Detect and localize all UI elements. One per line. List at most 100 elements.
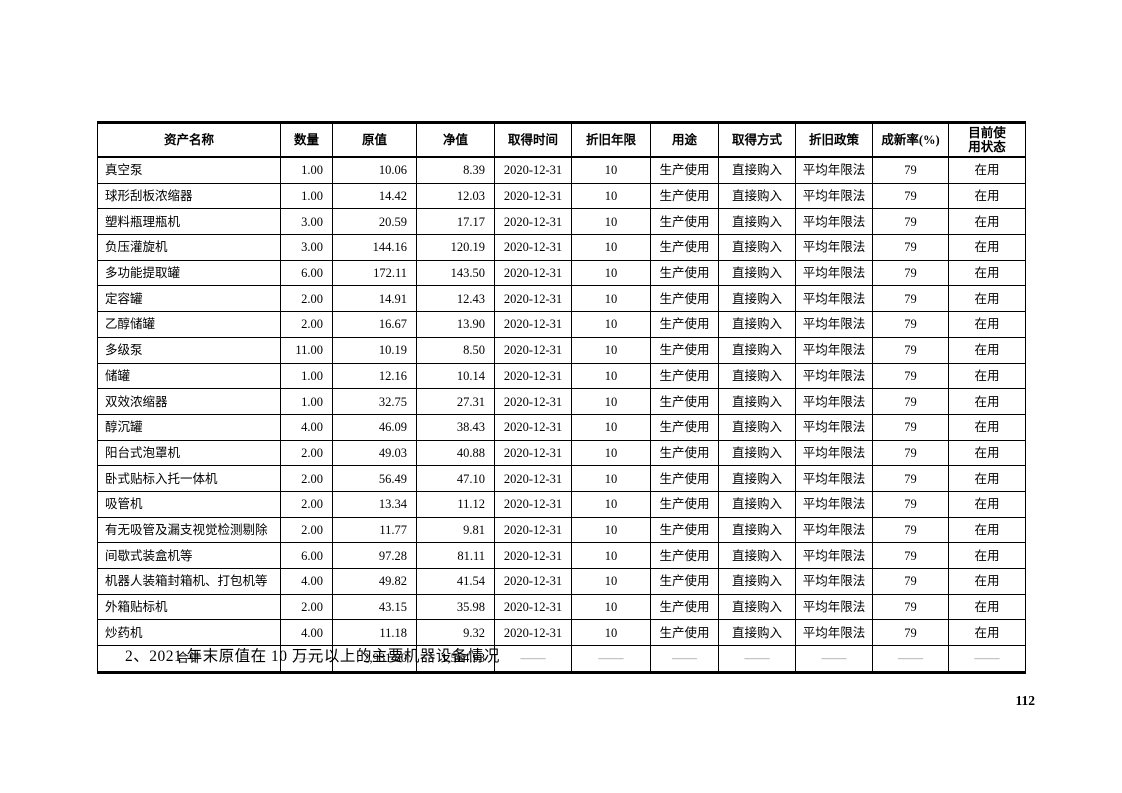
table-row: 有无吸管及漏支视觉检测剔除 2.00 11.77 9.81 2020-12-31 10 生产…: [97, 516, 1026, 544]
table-cell: 真空泵: [97, 156, 281, 184]
table-cell: 直接购入: [718, 182, 796, 210]
table-cell: 2.00: [280, 311, 333, 338]
table-cell: 6.00: [280, 542, 333, 569]
table-cell: 直接购入: [718, 311, 796, 338]
table-row: 球形刮板浓缩器 1.00 14.42 12.03 2020-12-31 10 生产使用 直接购…: [97, 182, 1026, 210]
table-cell: 79: [872, 156, 949, 184]
table-cell: 2020-12-31: [494, 234, 572, 261]
column-header: 用途: [650, 122, 719, 158]
table-row: 炒药机 4.00 11.18 9.32 2020-12-31 10 生产使用 直接购入 平均年限…: [97, 619, 1026, 647]
table-cell: 14.91: [332, 285, 417, 313]
table-cell: 16.67: [332, 311, 417, 338]
table-cell: 在用: [948, 336, 1026, 364]
table-cell: 11.77: [332, 516, 417, 544]
column-header: 折旧年限: [571, 122, 651, 158]
table-cell: 在用: [948, 388, 1026, 415]
table-cell: 生产使用: [650, 516, 719, 544]
table-cell: 27.31: [416, 388, 495, 415]
table-cell: 11.00: [280, 336, 333, 364]
table-cell: 平均年限法: [795, 490, 873, 518]
table-cell: 8.39: [416, 156, 495, 184]
table-cell: 79: [872, 311, 949, 338]
table-cell: 炒药机: [97, 619, 281, 647]
table-cell: 生产使用: [650, 542, 719, 569]
table-cell: 生产使用: [650, 388, 719, 415]
table-row: 真空泵 1.00 10.06 8.39 2020-12-31 10 生产使用 直接购入 平均年限…: [97, 156, 1026, 184]
table-cell: 4.00: [280, 619, 333, 647]
table-cell: 10: [571, 336, 651, 364]
table-cell: 10.19: [332, 336, 417, 364]
table-cell: 13.90: [416, 311, 495, 338]
table-cell: 2.00: [280, 465, 333, 492]
table-row: 双效浓缩器 1.00 32.75 27.31 2020-12-31 10 生产使用 直接购入平…: [97, 388, 1026, 415]
table-cell: 直接购入: [718, 362, 796, 390]
table-cell: 10: [571, 439, 651, 467]
table-cell: 1.00: [280, 362, 333, 390]
table-cell: 平均年限法: [795, 362, 873, 390]
table-header-row: 资产名称 数量 原值 净值 取得时间 折旧年限 用途 取得方式 折旧政策 成新率(%) 目前使用状态: [97, 122, 1026, 158]
table-cell: 直接购入: [718, 516, 796, 544]
total-row: 合计 —— 2,931.80 1,564.93 —— —— —— —— —— —— ——: [97, 645, 1026, 673]
table-cell: 合计: [97, 645, 281, 673]
table-cell: 生产使用: [650, 156, 719, 184]
table-cell: 2020-12-31: [494, 465, 572, 492]
table-cell: 10: [571, 568, 651, 595]
table-cell: 平均年限法: [795, 182, 873, 210]
table-cell: 平均年限法: [795, 336, 873, 364]
table-cell: 2020-12-31: [494, 285, 572, 313]
table-cell: 醇沉罐: [97, 413, 281, 441]
table-cell: 直接购入: [718, 465, 796, 492]
table-cell: 2.00: [280, 439, 333, 467]
table-cell: 4.00: [280, 413, 333, 441]
table-cell: 2020-12-31: [494, 568, 572, 595]
table-cell: 10: [571, 234, 651, 261]
table-cell: 在用: [948, 465, 1026, 492]
table-cell: 直接购入: [718, 542, 796, 569]
table-cell: 2020-12-31: [494, 439, 572, 467]
table-cell: 120.19: [416, 234, 495, 261]
table-cell: 6.00: [280, 259, 333, 287]
table-cell: 10: [571, 388, 651, 415]
table-cell: 2020-12-31: [494, 259, 572, 287]
table-cell: 43.15: [332, 593, 417, 621]
table-cell: 阳台式泡罩机: [97, 439, 281, 467]
table-cell: 79: [872, 619, 949, 647]
table-row: 定容罐 2.00 14.91 12.43 2020-12-31 10 生产使用 直接购入 平均年…: [97, 285, 1026, 313]
table-cell: 在用: [948, 619, 1026, 647]
table-cell: 生产使用: [650, 568, 719, 595]
table-cell: 1.00: [280, 182, 333, 210]
table-cell: 双效浓缩器: [97, 388, 281, 415]
table-cell: 56.49: [332, 465, 417, 492]
table-cell: 生产使用: [650, 413, 719, 441]
table-cell: 12.43: [416, 285, 495, 313]
table-row: 储罐 1.00 12.16 10.14 2020-12-31 10 生产使用 直接购入 平均年限…: [97, 362, 1026, 390]
table-cell: 直接购入: [718, 439, 796, 467]
table-cell: 8.50: [416, 336, 495, 364]
table-cell: 1.00: [280, 388, 333, 415]
table-cell: 79: [872, 439, 949, 467]
table-cell: 储罐: [97, 362, 281, 390]
table-cell: 10: [571, 619, 651, 647]
table-cell: 79: [872, 490, 949, 518]
table-cell: 直接购入: [718, 234, 796, 261]
table-cell: 11.18: [332, 619, 417, 647]
table-cell: 2.00: [280, 490, 333, 518]
table-cell: 46.09: [332, 413, 417, 441]
table-cell: ——: [948, 645, 1026, 673]
table-cell: 1.00: [280, 156, 333, 184]
table-cell: 2020-12-31: [494, 593, 572, 621]
table-cell: 49.82: [332, 568, 417, 595]
table-cell: 12.16: [332, 362, 417, 390]
column-header: 资产名称: [97, 122, 281, 158]
table-cell: 9.81: [416, 516, 495, 544]
table-cell: 平均年限法: [795, 413, 873, 441]
table-cell: 3.00: [280, 234, 333, 261]
table-cell: 生产使用: [650, 285, 719, 313]
table-cell: 79: [872, 465, 949, 492]
table-cell: 10: [571, 311, 651, 338]
table-cell: 79: [872, 413, 949, 441]
table-cell: 在用: [948, 362, 1026, 390]
table-cell: 79: [872, 542, 949, 569]
table-cell: 10: [571, 593, 651, 621]
